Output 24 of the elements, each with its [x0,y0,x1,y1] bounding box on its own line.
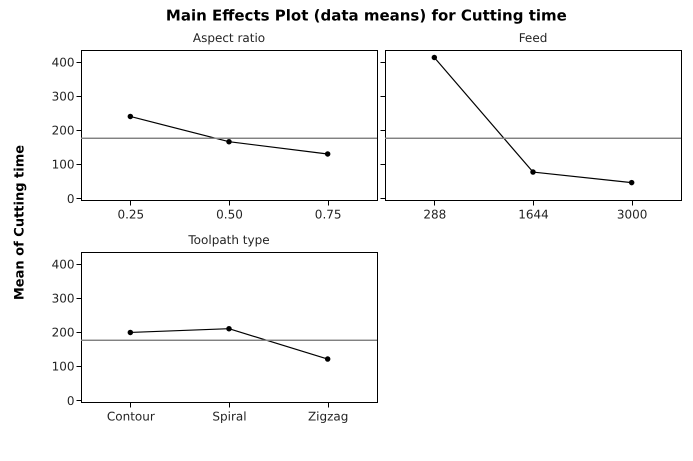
x-tick-label: 1644 [518,208,549,222]
x-tick-label: 3000 [616,208,648,222]
y-tick-label: 400 [52,55,74,70]
x-tick-label: Spiral [212,410,247,424]
y-tick-label: 200 [52,124,74,138]
x-tick-label: 0.75 [314,208,342,222]
y-tick-label: 300 [52,292,74,306]
chart-subtitle: Aspect ratio [192,31,266,45]
x-tick-label: 0.50 [216,208,243,222]
chart-title: Main Effects Plot (data means) for Cutting time [166,6,567,24]
chart-subtitle: Toolpath type [187,233,270,247]
y-tick-label: 200 [52,326,74,340]
x-tick-label: Contour [106,410,155,424]
y-axis-title: Mean of Cutting time [12,144,28,302]
y-tick-label: 300 [52,90,74,104]
y-tick-label: 0 [66,394,74,408]
x-tick-label: 288 [423,208,446,222]
x-tick-label: Zigzag [308,410,348,424]
y-tick-label: 100 [52,360,74,374]
x-tick-label: 0.25 [117,208,144,222]
y-tick-label: 100 [52,158,74,172]
chart-subtitle: Feed [518,31,548,45]
y-tick-label: 400 [52,257,74,272]
y-tick-label: 0 [66,192,74,206]
